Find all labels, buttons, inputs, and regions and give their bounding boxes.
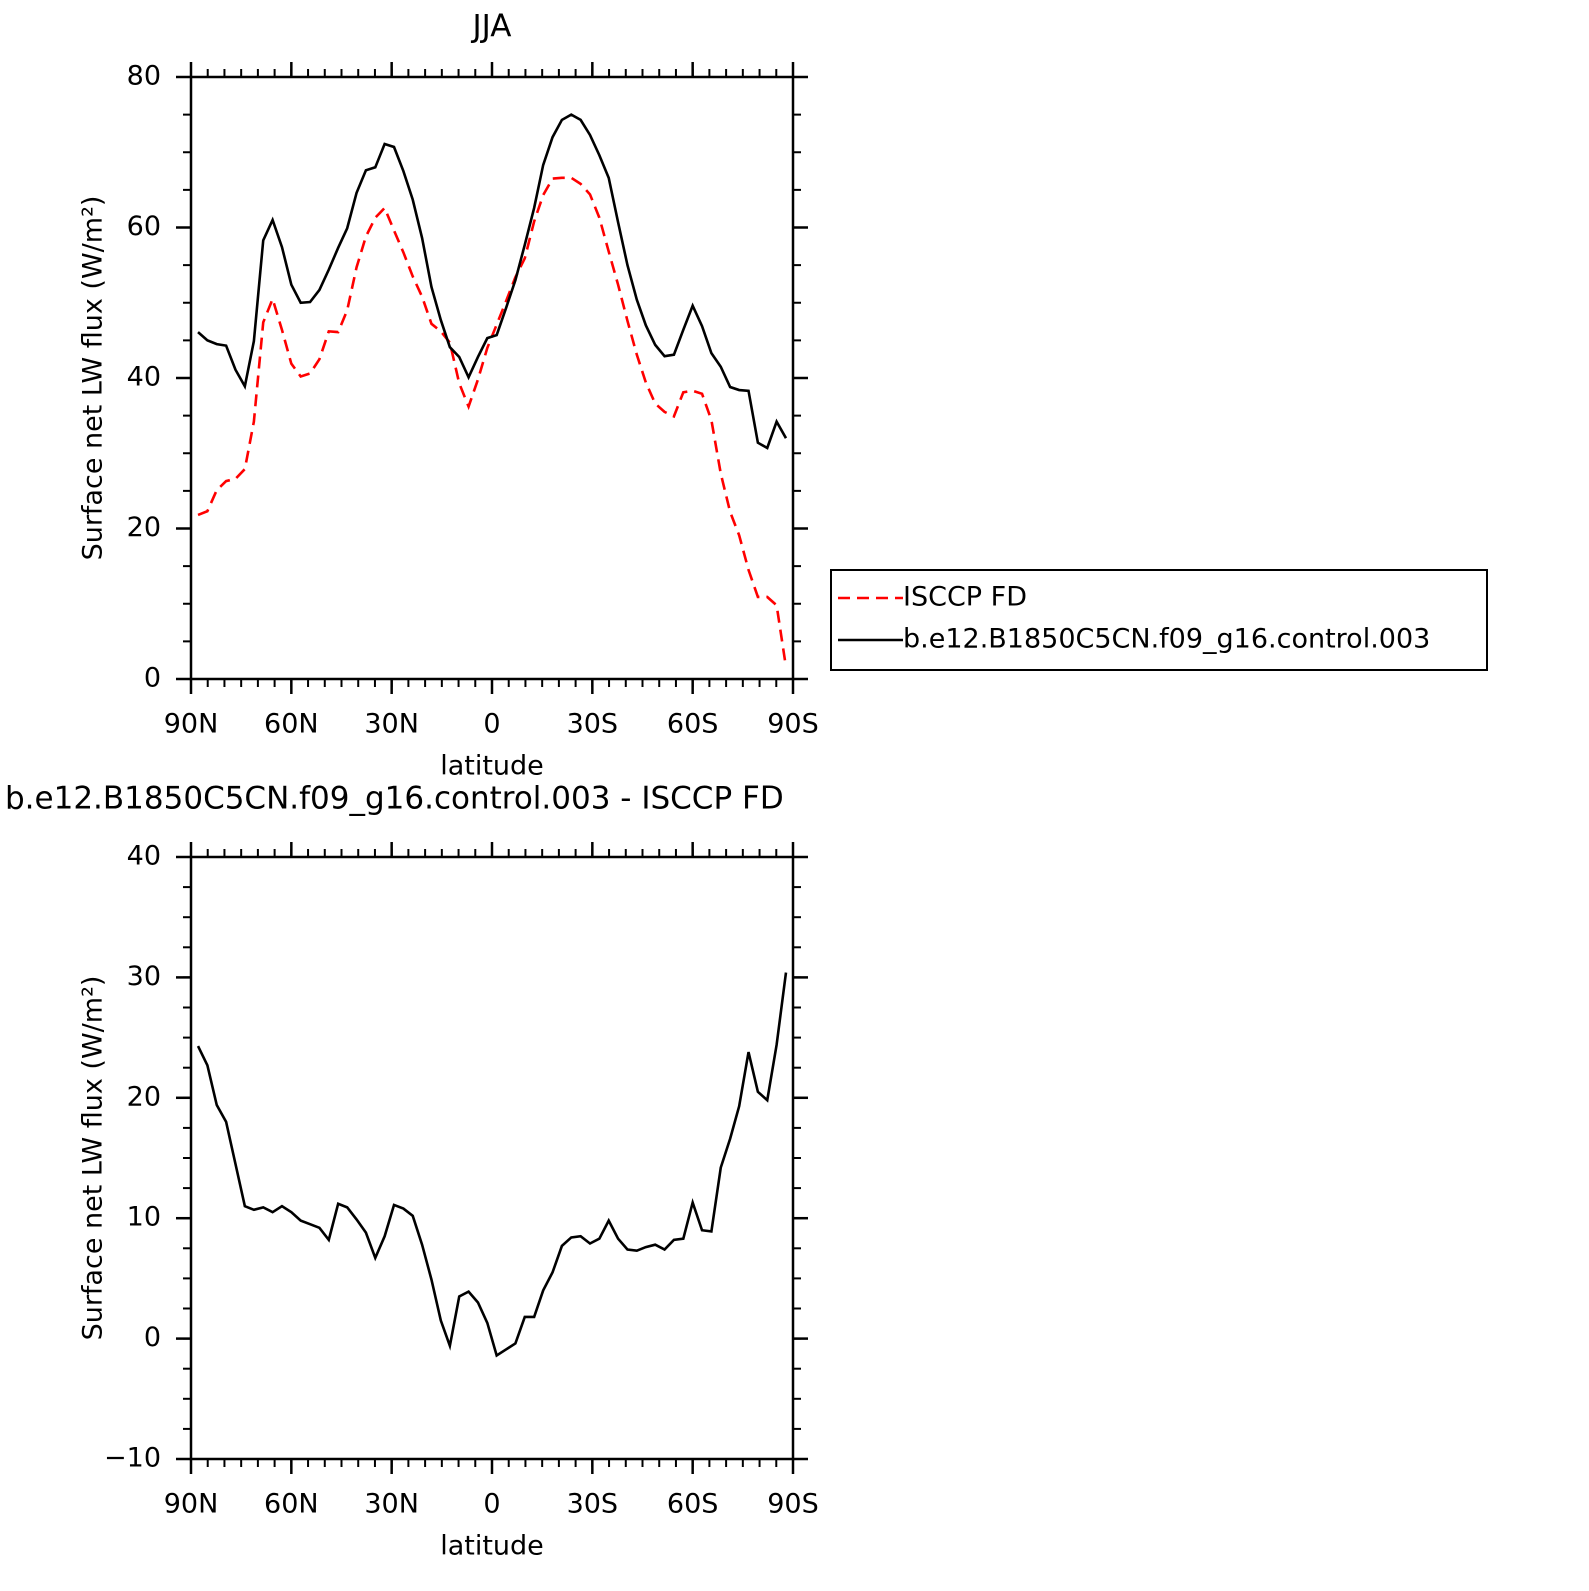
x-tick-label: 90N <box>164 709 219 740</box>
y-tick-label: 10 <box>127 1202 161 1233</box>
y-tick-label: 60 <box>127 211 161 242</box>
x-tick-label: 0 <box>483 709 500 740</box>
y-tick-label: 20 <box>127 1081 161 1112</box>
x-tick-label: 60N <box>264 1489 319 1520</box>
x-tick-label: 90S <box>767 1489 819 1520</box>
data-line <box>197 113 788 450</box>
y-tick-label: 0 <box>144 663 161 694</box>
x-tick-label: 60N <box>264 709 319 740</box>
y-tick-label: 0 <box>144 1322 161 1353</box>
x-axis-label: latitude <box>440 751 544 782</box>
y-tick-label: 80 <box>127 61 161 92</box>
x-tick-label: 30N <box>364 709 419 740</box>
chart-title: b.e12.B1850C5CN.f09_g16.control.003 - IS… <box>5 781 784 817</box>
data-line <box>196 972 788 1358</box>
y-axis-label: Surface net LW flux (W/m²) <box>78 976 109 1341</box>
legend-label: b.e12.B1850C5CN.f09_g16.control.003 <box>903 624 1430 655</box>
plot-frame <box>189 75 795 681</box>
chart-title: JJA <box>471 9 512 45</box>
x-tick-label: 30N <box>364 1489 419 1520</box>
x-tick-label: 0 <box>483 1489 500 1520</box>
plot-frame <box>189 855 795 1461</box>
legend-label: ISCCP FD <box>903 582 1027 613</box>
y-axis-label: Surface net LW flux (W/m²) <box>78 196 109 561</box>
x-tick-label: 90S <box>767 709 819 740</box>
y-tick-label: 40 <box>127 841 161 872</box>
x-tick-label: 60S <box>667 1489 719 1520</box>
x-tick-label: 60S <box>667 709 719 740</box>
legend-box <box>830 569 1488 671</box>
x-tick-label: 30S <box>567 1489 619 1520</box>
y-tick-label: 30 <box>127 961 161 992</box>
y-tick-label: 40 <box>127 362 161 393</box>
x-tick-label: 90N <box>164 1489 219 1520</box>
y-tick-label: −10 <box>104 1443 161 1474</box>
y-tick-label: 20 <box>127 512 161 543</box>
x-tick-label: 30S <box>567 709 619 740</box>
x-axis-label: latitude <box>440 1531 544 1562</box>
data-line <box>197 176 788 668</box>
